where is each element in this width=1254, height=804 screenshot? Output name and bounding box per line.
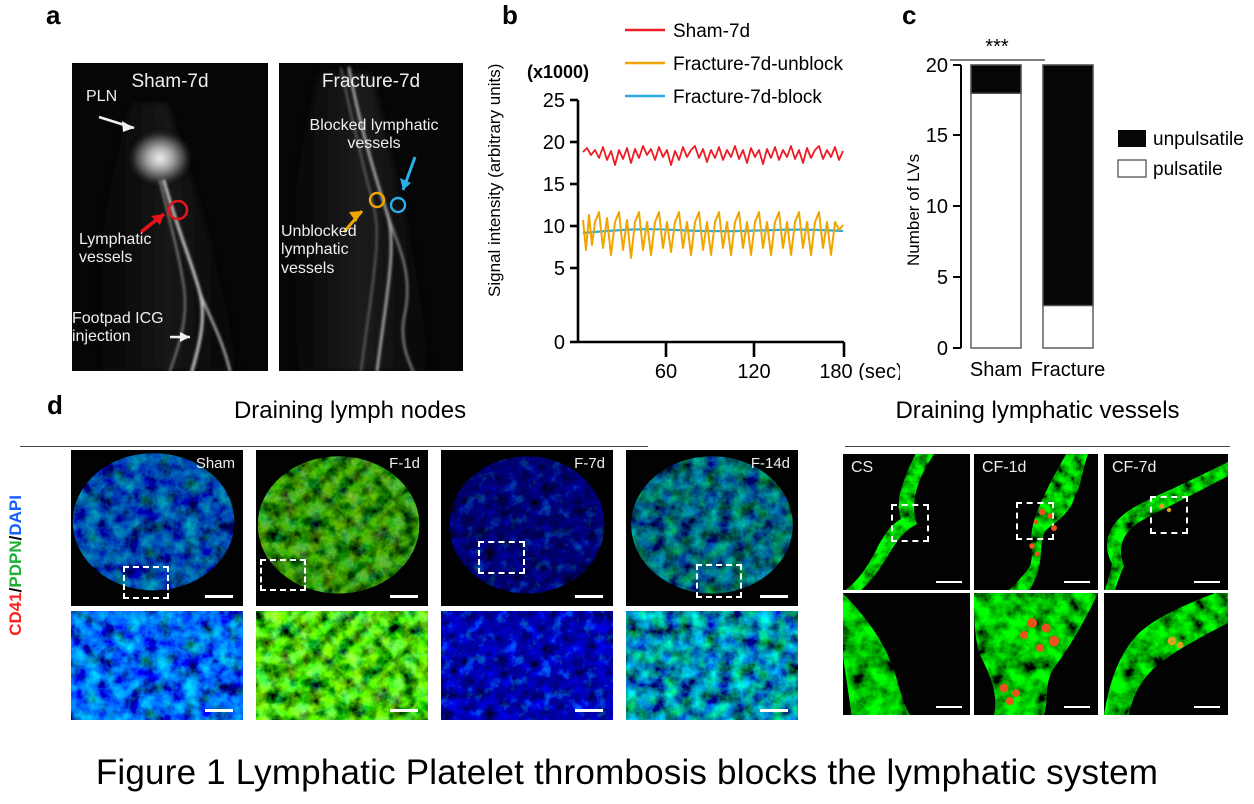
svg-text:5: 5 — [937, 267, 948, 289]
svg-text:0: 0 — [937, 338, 948, 360]
svg-text:25: 25 — [543, 90, 565, 112]
svg-text:20: 20 — [543, 132, 565, 154]
svg-text:10: 10 — [543, 216, 565, 238]
svg-text:Fracture: Fracture — [1031, 359, 1105, 380]
svg-text:10: 10 — [926, 196, 948, 218]
svg-text:60: 60 — [655, 361, 677, 380]
svg-text:pulsatile: pulsatile — [1153, 159, 1223, 180]
svg-text:***: *** — [985, 36, 1009, 58]
svg-text:unpulsatile: unpulsatile — [1153, 129, 1244, 150]
svg-text:15: 15 — [543, 174, 565, 196]
svg-text:20: 20 — [926, 55, 948, 77]
svg-text:120: 120 — [737, 361, 770, 380]
svg-text:5: 5 — [554, 258, 565, 280]
svg-text:0: 0 — [554, 332, 565, 354]
svg-text:Fracture-7d-block: Fracture-7d-block — [673, 87, 822, 108]
svg-text:Sham: Sham — [970, 359, 1022, 380]
svg-text:Fracture-7d-unblock: Fracture-7d-unblock — [673, 54, 844, 75]
svg-text:15: 15 — [926, 125, 948, 147]
svg-text:180 (sec): 180 (sec) — [819, 361, 900, 380]
svg-text:Sham-7d: Sham-7d — [673, 21, 750, 42]
